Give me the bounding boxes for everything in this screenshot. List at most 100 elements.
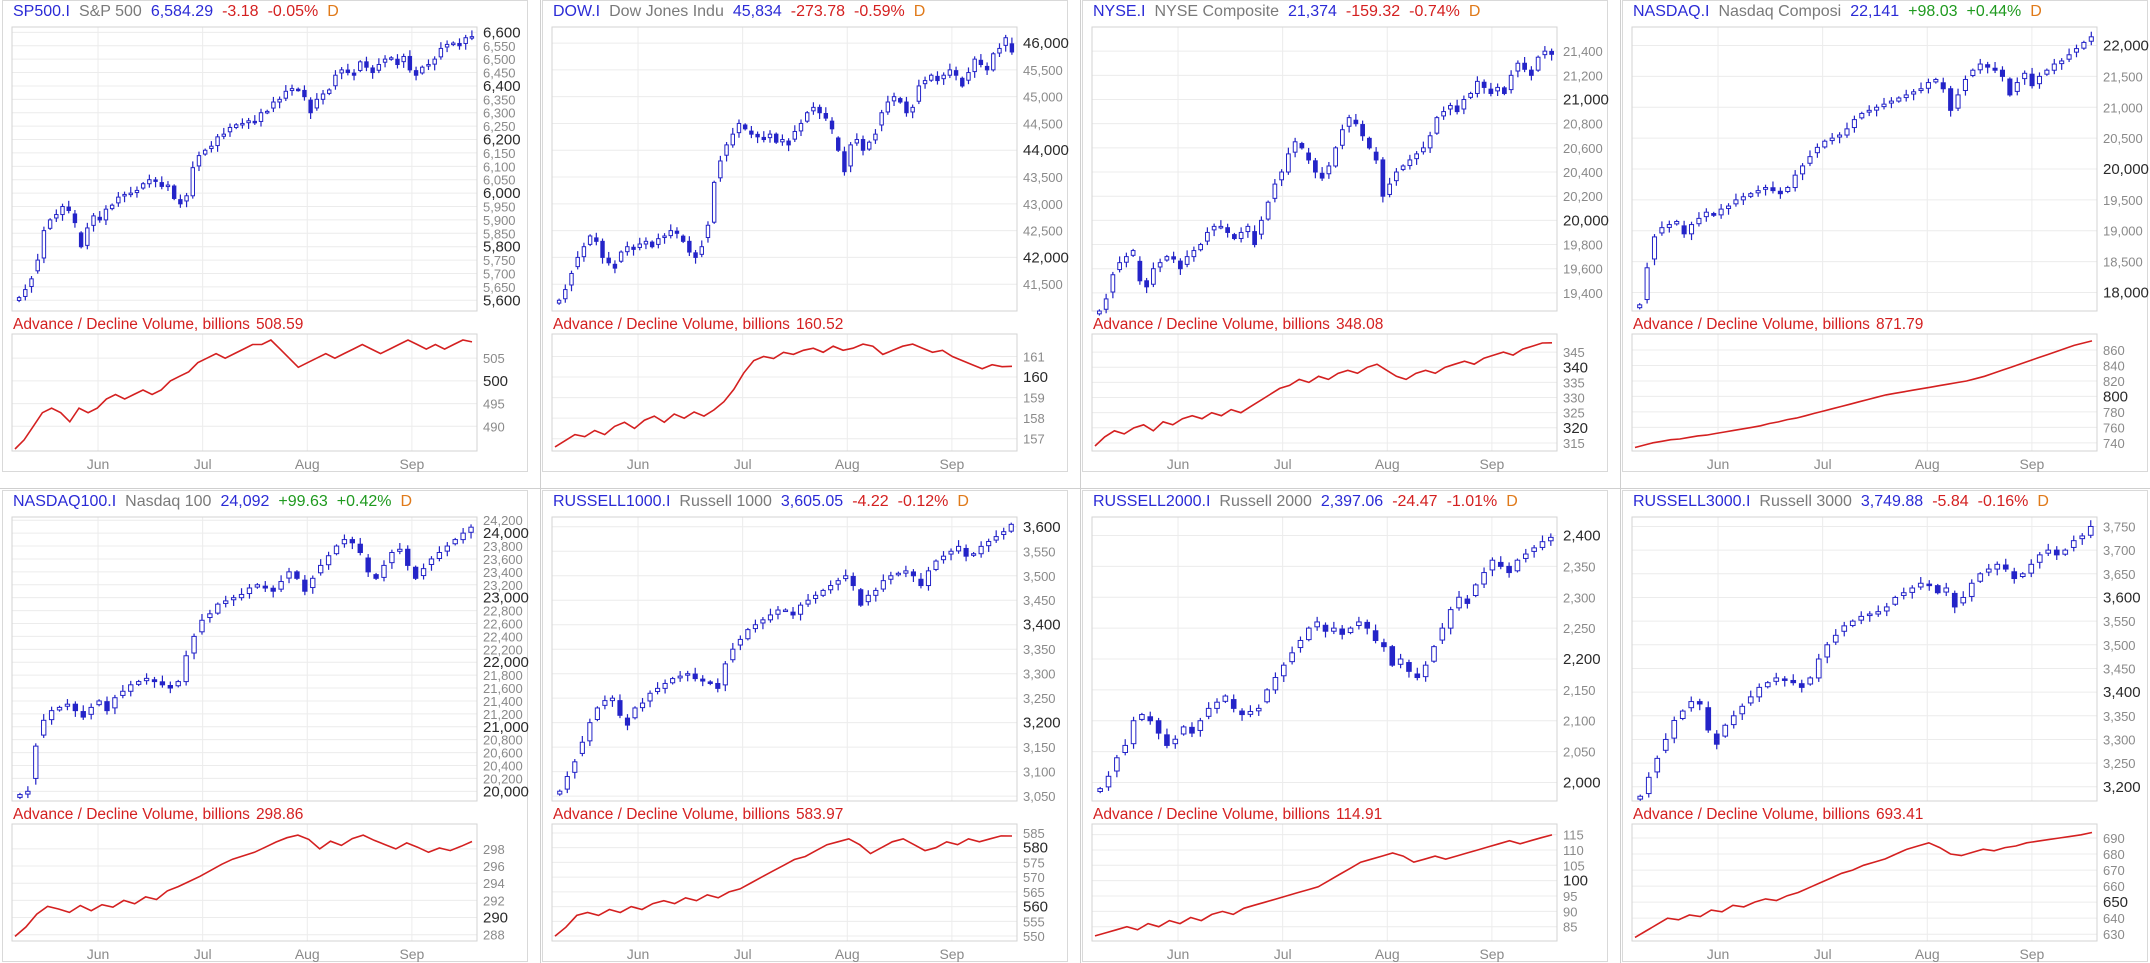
candle-body[interactable]	[773, 133, 779, 143]
candle-body[interactable]	[1001, 531, 1007, 535]
candle-body[interactable]	[370, 67, 375, 74]
candle-body[interactable]	[1514, 559, 1521, 572]
candle-body[interactable]	[705, 224, 711, 239]
candle-body[interactable]	[215, 136, 220, 147]
candle-body[interactable]	[1475, 80, 1480, 94]
daily-period-flag[interactable]: D	[400, 493, 413, 510]
candle-body[interactable]	[718, 160, 723, 179]
candle-body[interactable]	[1748, 193, 1754, 197]
candle-body[interactable]	[1124, 256, 1129, 263]
candle-body[interactable]	[60, 206, 65, 216]
candle-body[interactable]	[327, 89, 332, 94]
candle-body[interactable]	[910, 571, 916, 577]
candle-body[interactable]	[854, 139, 860, 144]
candle-body[interactable]	[314, 98, 320, 109]
candle-body[interactable]	[700, 678, 706, 682]
candle-body[interactable]	[122, 193, 127, 197]
candle-body[interactable]	[1713, 733, 1720, 745]
candle-body[interactable]	[918, 578, 924, 587]
candle-body[interactable]	[1522, 553, 1529, 559]
candle-body[interactable]	[1495, 86, 1500, 92]
candle-body[interactable]	[2066, 54, 2072, 60]
candle-body[interactable]	[2028, 563, 2035, 574]
candle-body[interactable]	[310, 577, 316, 589]
candle-body[interactable]	[1326, 165, 1332, 175]
candle-body[interactable]	[325, 555, 332, 566]
candle-body[interactable]	[1434, 117, 1440, 134]
candle-body[interactable]	[935, 75, 940, 82]
candle-body[interactable]	[1468, 92, 1473, 98]
candle-body[interactable]	[1644, 267, 1650, 301]
candle-body[interactable]	[2011, 571, 2018, 580]
ad-volume-line[interactable]	[1634, 831, 2093, 939]
candle-body[interactable]	[1955, 94, 1961, 109]
candle-body[interactable]	[1497, 561, 1504, 567]
candle-body[interactable]	[333, 74, 338, 87]
candle-body[interactable]	[2036, 75, 2043, 85]
candle-body[interactable]	[1807, 677, 1814, 685]
candle-body[interactable]	[56, 706, 63, 711]
candle-body[interactable]	[1397, 658, 1404, 665]
candle-body[interactable]	[1940, 82, 1946, 90]
candle-body[interactable]	[159, 182, 164, 187]
candle-body[interactable]	[761, 136, 766, 141]
candle-body[interactable]	[1172, 738, 1179, 745]
candle-body[interactable]	[382, 58, 388, 63]
candle-body[interactable]	[397, 548, 403, 552]
candle-body[interactable]	[564, 776, 570, 790]
candle-body[interactable]	[986, 540, 992, 547]
candle-body[interactable]	[33, 745, 39, 779]
candle-body[interactable]	[1892, 596, 1899, 605]
candle-body[interactable]	[143, 677, 150, 682]
candle-body[interactable]	[120, 690, 126, 696]
candle-body[interactable]	[848, 144, 853, 167]
candle-body[interactable]	[345, 69, 351, 74]
candle-body[interactable]	[1380, 159, 1386, 197]
candle-body[interactable]	[432, 58, 437, 65]
candle-body[interactable]	[1122, 744, 1129, 753]
candle-body[interactable]	[916, 85, 922, 102]
candle-body[interactable]	[1970, 69, 1976, 77]
candle-body[interactable]	[649, 241, 655, 248]
candle-body[interactable]	[823, 113, 829, 119]
candle-body[interactable]	[880, 580, 886, 590]
candle-body[interactable]	[191, 635, 197, 654]
candle-body[interactable]	[1461, 99, 1467, 110]
candle-body[interactable]	[637, 243, 642, 248]
candle-body[interactable]	[308, 99, 313, 114]
candle-body[interactable]	[444, 545, 450, 552]
candle-body[interactable]	[468, 526, 474, 533]
candle-body[interactable]	[1117, 262, 1122, 271]
candle-body[interactable]	[2022, 72, 2028, 80]
candle-body[interactable]	[420, 568, 427, 577]
candle-body[interactable]	[1297, 639, 1304, 649]
candle-body[interactable]	[600, 240, 605, 258]
candle-body[interactable]	[966, 72, 971, 81]
candle-body[interactable]	[373, 574, 379, 579]
candle-body[interactable]	[401, 55, 406, 63]
candle-body[interactable]	[1933, 78, 1939, 83]
candle-body[interactable]	[1481, 81, 1487, 88]
candle-body[interactable]	[171, 185, 177, 199]
candle-body[interactable]	[1705, 707, 1712, 731]
candle-body[interactable]	[1740, 196, 1746, 201]
candle-body[interactable]	[1306, 627, 1312, 641]
candle-body[interactable]	[2088, 36, 2094, 42]
candle-body[interactable]	[463, 37, 468, 44]
candle-body[interactable]	[1103, 298, 1109, 310]
candle-body[interactable]	[817, 106, 822, 114]
candle-body[interactable]	[1439, 627, 1446, 641]
candle-body[interactable]	[1218, 225, 1224, 229]
candle-body[interactable]	[813, 594, 819, 599]
candle-body[interactable]	[184, 195, 189, 202]
candle-body[interactable]	[112, 697, 118, 709]
candle-body[interactable]	[227, 126, 233, 133]
candle-body[interactable]	[457, 42, 462, 47]
candle-body[interactable]	[1875, 611, 1882, 615]
candle-body[interactable]	[948, 550, 954, 555]
candle-body[interactable]	[1184, 256, 1190, 265]
candle-body[interactable]	[1456, 596, 1462, 609]
candle-body[interactable]	[752, 624, 758, 630]
candle-body[interactable]	[612, 263, 618, 269]
candle-body[interactable]	[1815, 658, 1822, 679]
